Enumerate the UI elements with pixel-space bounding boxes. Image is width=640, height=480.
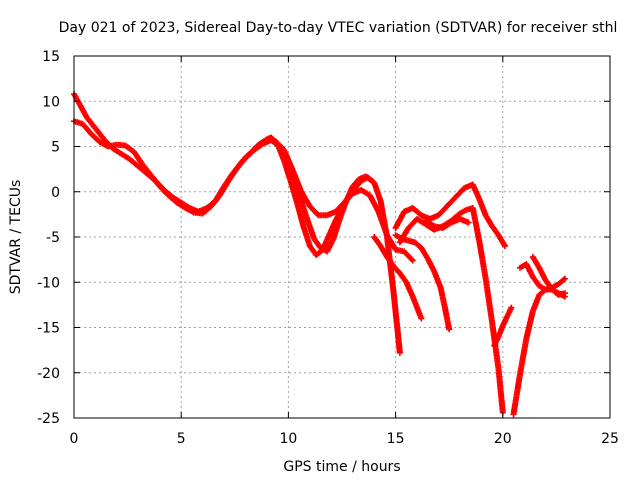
y-tick-label: -5: [46, 230, 60, 246]
y-tick-label: -15: [37, 321, 60, 337]
data-point: [465, 219, 472, 226]
x-tick-label: 15: [387, 431, 405, 447]
x-tick-label: 25: [601, 431, 619, 447]
y-tick-label: 10: [42, 94, 60, 110]
y-tick-label: -10: [37, 275, 60, 291]
x-tick-label: 0: [70, 431, 79, 447]
data-point: [418, 315, 425, 322]
data-point: [369, 177, 376, 184]
data-point: [396, 349, 403, 356]
x-axis-label: GPS time / hours: [283, 459, 400, 475]
data-points: [71, 91, 568, 418]
grid: [74, 56, 610, 418]
y-tick-label: -20: [37, 366, 60, 382]
data-point: [561, 290, 568, 297]
data-point: [508, 304, 515, 311]
data-point: [501, 243, 508, 250]
data-point: [408, 256, 415, 263]
axis-ticks: 0 5 10 15 20 25 15 10 5 0 -5 -10 -15 -20 -25: [37, 49, 619, 447]
x-tick-label: 20: [494, 431, 512, 447]
x-tick-label: 10: [279, 431, 297, 447]
y-tick-label: 0: [51, 185, 60, 201]
y-tick-label: 5: [51, 140, 60, 156]
x-tick-label: 5: [177, 431, 186, 447]
data-point: [409, 257, 416, 264]
data-point: [561, 275, 568, 282]
y-tick-label: 15: [42, 49, 60, 65]
chart-title: Day 021 of 2023, Sidereal Day-to-day VTE…: [59, 20, 618, 36]
y-axis-label: SDTVAR / TECUs: [8, 180, 24, 295]
data-point: [446, 326, 453, 333]
y-tick-label: -25: [37, 411, 60, 427]
